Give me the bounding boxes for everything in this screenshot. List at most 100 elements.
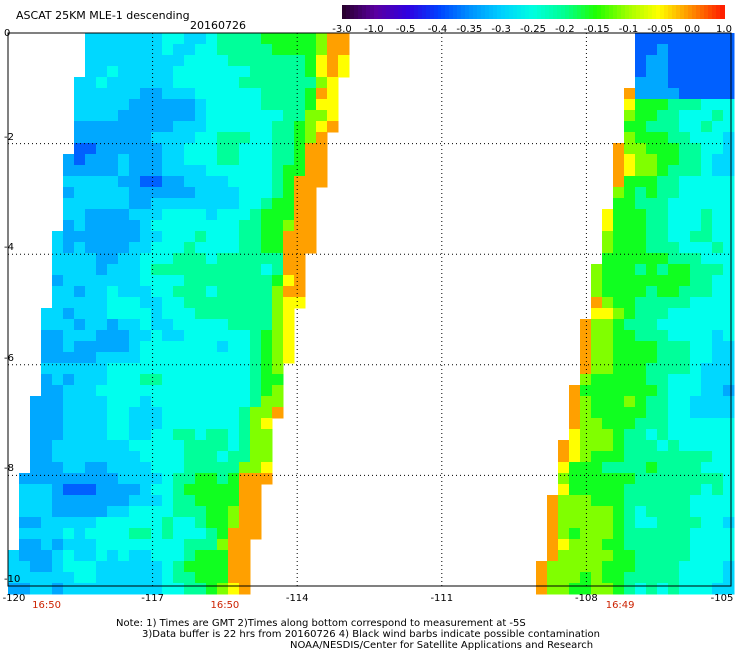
swath-cell [635,275,647,287]
swath-cell [118,77,130,89]
swath-cell [228,330,240,342]
swath-cell [162,429,174,441]
swath-cell [646,77,658,89]
swath-cell [701,407,713,419]
swath-cell [679,429,691,441]
swath-cell [261,330,273,342]
swath-cell [129,165,141,177]
swath-cell [151,99,163,111]
swath-cell [723,374,735,386]
swath-cell [547,517,559,529]
swath-cell [272,33,284,45]
swath-cell [96,429,108,441]
swath-cell [162,77,174,89]
swath-cell [690,539,702,551]
swath-cell [569,506,581,518]
swath-cell [63,154,75,166]
swath-cell [206,473,218,485]
swath-cell [85,352,97,364]
swath-cell [580,429,592,441]
swath-cell [261,220,273,232]
swath-cell [580,572,592,584]
swath-cell [723,517,735,529]
swath-cell [701,33,713,45]
swath-cell [96,550,108,562]
swath-cell [723,209,735,221]
swath-cell [712,231,724,243]
swath-cell [129,110,141,122]
swath-cell [151,330,163,342]
swath-cell [635,66,647,78]
swath-cell [239,231,251,243]
swath-cell [712,352,724,364]
swath-cell [316,55,328,67]
swath-cell [701,44,713,56]
swath-cell [294,66,306,78]
swath-cell [173,209,185,221]
swath-cell [206,99,218,111]
swath-cell [140,418,152,430]
swath-cell [74,132,86,144]
swath-cell [624,352,636,364]
swath-cell [635,209,647,221]
swath-cell [184,253,196,265]
swath-cell [712,583,724,595]
swath-cell [602,264,614,276]
swath-cell [217,99,229,111]
swath-cell [624,550,636,562]
swath-cell [206,33,218,45]
swath-cell [602,253,614,265]
y-tick-label: -8 [4,463,14,475]
swath-cell [723,330,735,342]
swath-cell [250,77,262,89]
swath-cell [635,451,647,463]
swath-cell [151,220,163,232]
swath-cell [52,297,64,309]
swath-cell [261,308,273,320]
swath-cell [723,352,735,364]
swath-cell [624,121,636,133]
swath-cell [580,330,592,342]
swath-cell [151,495,163,507]
swath-cell [712,253,724,265]
swath-cell [723,66,735,78]
swath-cell [657,253,669,265]
swath-cell [173,297,185,309]
swath-cell [613,484,625,496]
swath-cell [162,572,174,584]
swath-cell [591,264,603,276]
swath-cell [613,286,625,298]
swath-cell [624,539,636,551]
swath-cell [184,396,196,408]
swath-cell [624,297,636,309]
swath-cell [712,528,724,540]
swath-cell [294,220,306,232]
swath-cell [283,319,295,331]
swath-cell [129,407,141,419]
swath-cell [250,330,262,342]
swath-cell [206,44,218,56]
swath-cell [712,550,724,562]
swath-cell [30,495,42,507]
swath-cell [635,429,647,441]
colorbar-cell [688,5,693,19]
swath-cell [107,220,119,232]
swath-cell [613,242,625,254]
swath-cell [723,99,735,111]
swath-cell [646,66,658,78]
swath-cell [679,517,691,529]
swath-cell [195,396,207,408]
swath-cell [646,341,658,353]
swath-cell [624,165,636,177]
colorbar-cell [592,5,598,19]
swath-cell [613,396,625,408]
swath-cell [668,198,680,210]
swath-cell [283,99,295,111]
swath-cell [129,319,141,331]
swath-cell [173,121,185,133]
swath-cell [624,286,636,298]
swath-cell [206,429,218,441]
swath-cell [107,341,119,353]
swath-cell [206,341,218,353]
swath-cell [723,440,735,452]
